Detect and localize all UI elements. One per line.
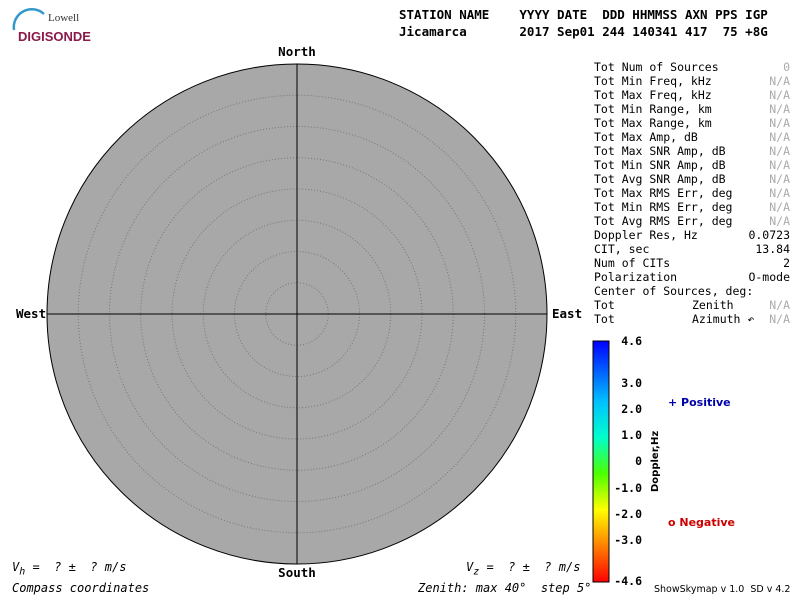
stat-value: 0	[783, 60, 790, 74]
stat-label: Tot Min SNR Amp, dB	[594, 158, 726, 172]
stat-label: Tot Max Amp, dB	[594, 130, 698, 144]
logo-arc	[12, 7, 45, 31]
vh-v: V	[12, 560, 20, 574]
stat-value: N/A	[769, 158, 790, 172]
stat-value: 0.0723	[748, 228, 790, 242]
compass-east: East	[552, 306, 583, 321]
stat-label: Center of Sources, deg:	[594, 284, 754, 298]
colorbar-tick-label: -2.0	[614, 507, 642, 521]
stat-value: N/A	[769, 186, 790, 200]
legend-positive: + Positive	[668, 396, 731, 409]
stat-label: Tot	[594, 312, 615, 326]
stat-value: N/A	[769, 116, 790, 130]
stat-label: CIT, sec	[594, 242, 650, 256]
stat-value: 13.84	[755, 242, 790, 256]
legend-negative: o Negative	[668, 516, 736, 529]
stat-label: Num of CITs	[594, 256, 671, 270]
stat-sub: Zenith	[692, 298, 734, 312]
compass-north: North	[278, 44, 316, 59]
stat-label: Polarization	[594, 270, 678, 284]
stat-value: N/A	[769, 102, 790, 116]
coords-text: Compass coordinates	[12, 581, 150, 595]
header-values: Jicamarca 2017 Sep01 244 140341 417 75 +…	[399, 24, 768, 39]
stat-value: N/A	[769, 172, 790, 186]
colorbar-tick-label: -4.6	[614, 574, 642, 588]
stat-sub: Azimuth ↶	[692, 312, 755, 326]
logo-top: Lowell	[48, 12, 80, 24]
stat-label: Tot Max SNR Amp, dB	[594, 144, 726, 158]
stat-label: Tot Max RMS Err, deg	[594, 186, 733, 200]
logo-bottom: DIGISONDE	[18, 29, 91, 44]
stat-label: Tot Avg RMS Err, deg	[594, 214, 733, 228]
header-labels: STATION NAME YYYY DATE DDD HHMMSS AXN PP…	[399, 7, 768, 22]
colorbar-tick-label: 4.6	[621, 334, 642, 348]
vz-text: Vz = ? ± ? m/s	[466, 560, 580, 577]
vz-v: V	[466, 560, 474, 574]
stat-label: Tot	[594, 298, 615, 312]
colorbar-tick-label: -1.0	[614, 481, 642, 495]
stat-value: N/A	[769, 144, 790, 158]
stat-value: N/A	[769, 200, 790, 214]
stat-value: N/A	[769, 312, 790, 326]
compass-south: South	[278, 565, 316, 580]
stat-value: O-mode	[748, 270, 790, 284]
stat-value: N/A	[769, 298, 790, 312]
stat-value: N/A	[769, 88, 790, 102]
stat-label: Tot Max Freq, kHz	[594, 88, 712, 102]
colorbar-tick-label: 2.0	[621, 402, 642, 416]
compass-west: West	[16, 306, 47, 321]
vh-sub: h	[19, 566, 26, 578]
colorbar	[592, 340, 610, 583]
vz-rest: = ? ± ? m/s	[486, 560, 581, 574]
colorbar-title-text: Doppler,Hz	[650, 430, 661, 492]
version-text: ShowSkymap v 1.0 SD v 4.2	[654, 584, 791, 595]
stat-label: Tot Num of Sources	[594, 60, 719, 74]
vz-sub: z	[473, 566, 480, 578]
stat-value: N/A	[769, 130, 790, 144]
colorbar-tick-label: 1.0	[621, 428, 642, 442]
stat-value: 2	[783, 256, 790, 270]
stat-label: Tot Min RMS Err, deg	[594, 200, 733, 214]
vh-rest: = ? ± ? m/s	[32, 560, 127, 574]
stat-label: Tot Avg SNR Amp, dB	[594, 172, 726, 186]
zenith-text: Zenith: max 40° step 5°	[418, 581, 592, 595]
stat-label: Tot Min Range, km	[594, 102, 712, 116]
stat-label: Doppler Res, Hz	[594, 228, 698, 242]
vh-text: Vh = ? ± ? m/s	[12, 560, 126, 577]
stat-value: N/A	[769, 74, 790, 88]
colorbar-title: Doppler,Hz	[650, 401, 661, 492]
stat-label: Tot Max Range, km	[594, 116, 712, 130]
colorbar-tick-label: 0	[635, 454, 642, 468]
colorbar-tick-label: 3.0	[621, 376, 642, 390]
stat-value: N/A	[769, 214, 790, 228]
colorbar-tick-label: -3.0	[614, 533, 642, 547]
stat-label: Tot Min Freq, kHz	[594, 74, 712, 88]
